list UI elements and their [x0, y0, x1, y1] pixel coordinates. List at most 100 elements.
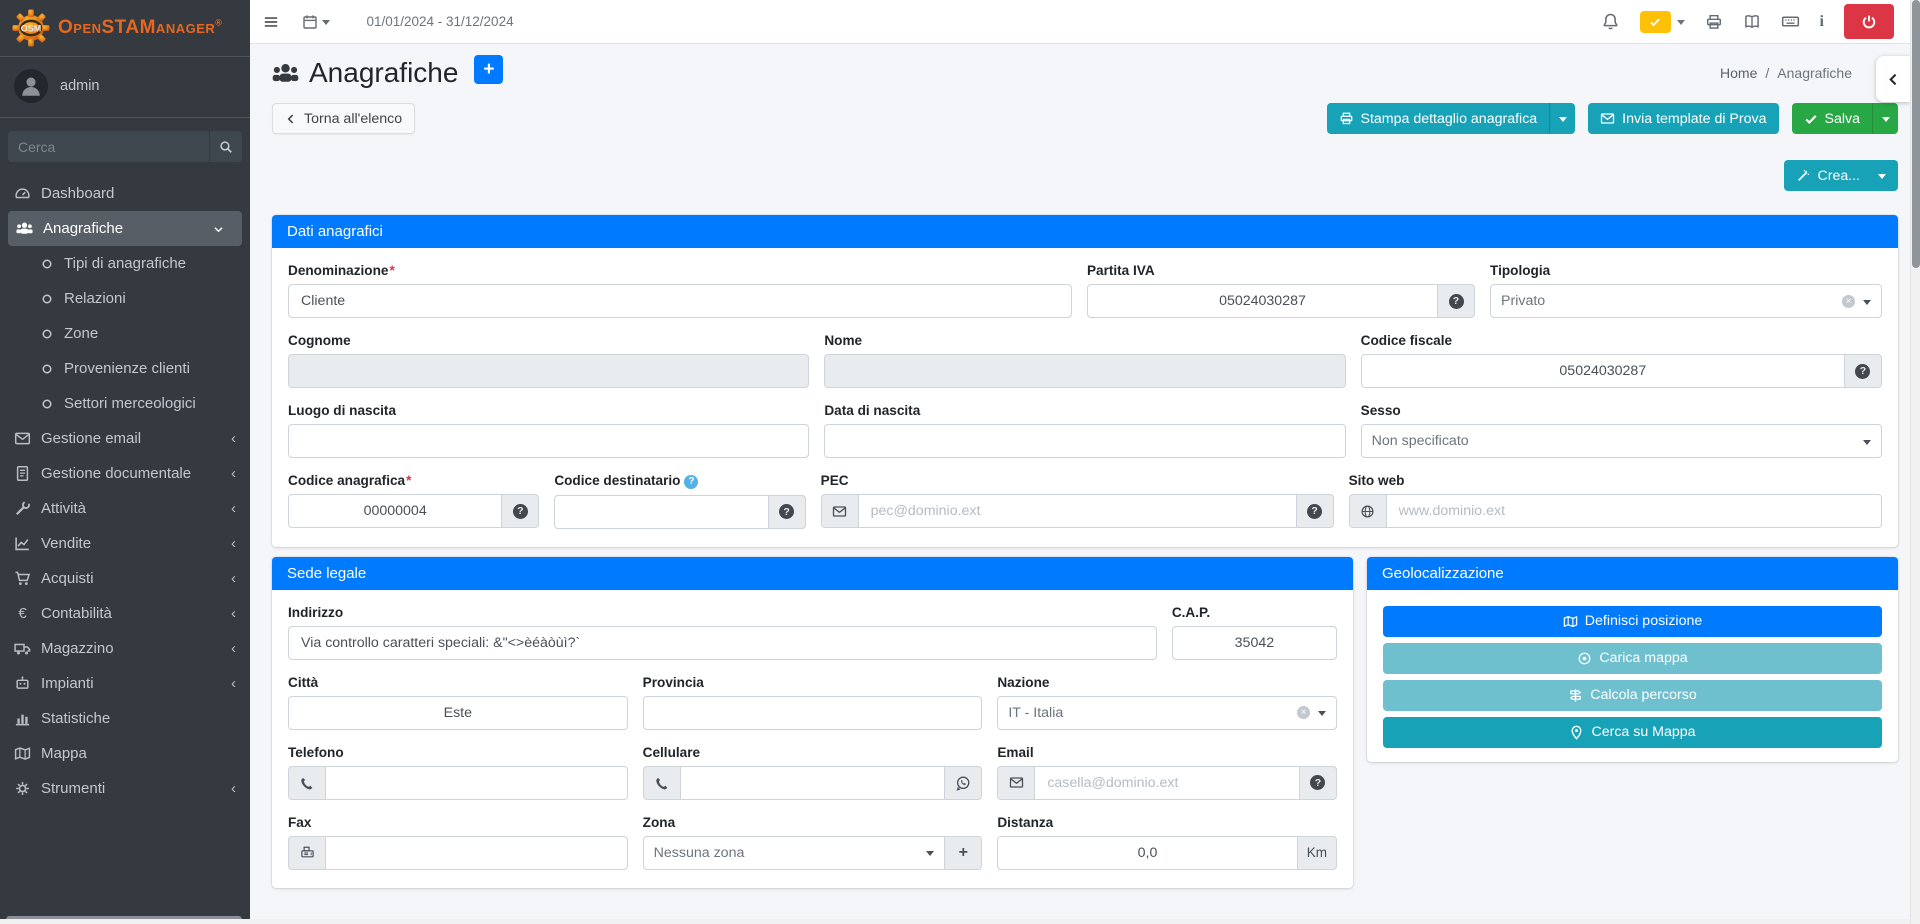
breadcrumb-home[interactable]: Home: [1720, 65, 1758, 81]
sito-web-input[interactable]: [1385, 494, 1882, 528]
partita-iva-help-button[interactable]: ?: [1438, 284, 1476, 318]
whatsapp-button[interactable]: [945, 765, 983, 800]
create-button[interactable]: Crea...: [1784, 160, 1898, 191]
cerca-su-mappa-button[interactable]: Cerca su Mappa: [1383, 716, 1882, 748]
calcola-percorso-button[interactable]: Calcola percorso: [1383, 679, 1882, 711]
definisci-posizione-button[interactable]: Definisci posizione: [1383, 605, 1882, 637]
caret-down-icon: [322, 20, 331, 29]
sidebar-item-impianti[interactable]: Impianti ‹: [0, 666, 250, 701]
vertical-scrollbar-thumb[interactable]: [1912, 0, 1920, 268]
docs-book-icon[interactable]: [1743, 13, 1761, 31]
file-icon: [14, 465, 31, 482]
distanza-input[interactable]: [997, 835, 1298, 870]
distanza-unit: Km: [1297, 835, 1337, 870]
back-to-list-button[interactable]: Torna all'elenco: [272, 103, 416, 134]
denominazione-input[interactable]: [288, 284, 1072, 318]
tooltip-question-icon[interactable]: ?: [684, 474, 699, 489]
hamburger-menu-icon[interactable]: [262, 13, 280, 31]
partita-iva-input[interactable]: [1086, 284, 1439, 318]
indirizzo-input[interactable]: [288, 625, 1157, 660]
sidebar-item-magazzino[interactable]: Magazzino ‹: [0, 631, 250, 666]
fax-icon: [288, 835, 325, 870]
user-name[interactable]: admin: [60, 78, 100, 94]
print-detail-dropdown-toggle[interactable]: [1549, 103, 1576, 134]
vertical-scrollbar-track[interactable]: [1910, 0, 1920, 924]
luogo-di-nascita-input[interactable]: [288, 424, 810, 458]
sidebar-item-anagrafiche[interactable]: Anagrafiche: [8, 211, 242, 246]
sidebar-item-gestione-email[interactable]: Gestione email ‹: [0, 421, 250, 456]
sidebar-item-relazioni[interactable]: Relazioni: [0, 281, 250, 316]
sidebar-item-provenienze-clienti[interactable]: Provenienze clienti: [0, 351, 250, 386]
nazione-select[interactable]: IT - Italia ×: [997, 695, 1337, 730]
check-badge[interactable]: [1639, 10, 1671, 33]
pec-input[interactable]: [857, 494, 1297, 528]
save-button[interactable]: Salva: [1791, 103, 1872, 134]
citta-input[interactable]: [288, 695, 628, 730]
print-icon[interactable]: [1705, 13, 1723, 31]
zona-select[interactable]: Nessuna zona: [642, 835, 946, 870]
fax-input[interactable]: [325, 835, 628, 870]
sidebar-item-strumenti[interactable]: Strumenti ‹: [0, 771, 250, 806]
truck-icon: [14, 640, 31, 657]
data-di-nascita-input[interactable]: [824, 424, 1346, 458]
codice-fiscale-input[interactable]: [1360, 354, 1845, 388]
logout-power-button[interactable]: [1844, 4, 1894, 39]
shortcuts-keyboard-icon[interactable]: [1781, 12, 1800, 31]
print-detail-button[interactable]: Stampa dettaglio anagrafica: [1326, 103, 1550, 134]
codice-anagrafica-help-button[interactable]: ?: [502, 494, 540, 528]
calendar-dropdown[interactable]: [302, 13, 331, 31]
sidebar-item-label: Dashboard: [41, 185, 115, 202]
info-icon[interactable]: i: [1819, 12, 1824, 30]
brand[interactable]: OpenSTAManager®: [0, 0, 250, 57]
notifications-bell-icon[interactable]: [1601, 12, 1620, 31]
telefono-input[interactable]: [325, 765, 628, 800]
field-cognome: Cognome: [288, 333, 810, 388]
panel-dati-anagrafici: Dati anagrafici Denominazione* Partita I…: [272, 215, 1898, 547]
search-button[interactable]: [209, 131, 242, 162]
cap-input[interactable]: [1171, 625, 1337, 660]
add-zona-button[interactable]: +: [945, 835, 983, 870]
sidebar-item-gestione-documentale[interactable]: Gestione documentale ‹: [0, 456, 250, 491]
codice-destinatario-help-button[interactable]: ?: [768, 494, 806, 529]
clear-icon[interactable]: ×: [1842, 294, 1855, 308]
sesso-select[interactable]: Non specificato: [1360, 424, 1882, 458]
horizontal-scrollbar-track[interactable]: [0, 919, 1910, 924]
sidebar-item-zone[interactable]: Zone: [0, 316, 250, 351]
codice-destinatario-input[interactable]: [554, 494, 769, 529]
sidebar-item-acquisti[interactable]: Acquisti ‹: [0, 561, 250, 596]
page-title: Anagrafiche: [309, 57, 459, 88]
sidebar-item-settori-merceologici[interactable]: Settori merceologici: [0, 386, 250, 421]
cellulare-input[interactable]: [679, 765, 946, 800]
sidebar-item-label: Acquisti: [41, 570, 94, 587]
avatar[interactable]: [14, 69, 48, 103]
whatsapp-icon: [955, 775, 971, 791]
codice-anagrafica-input[interactable]: [288, 494, 503, 528]
tasks-dropdown[interactable]: [1639, 10, 1685, 33]
sidebar-item-vendite[interactable]: Vendite ‹: [0, 526, 250, 561]
search-input[interactable]: [8, 131, 209, 162]
field-distanza: Distanza Km: [997, 815, 1337, 870]
provincia-input[interactable]: [642, 695, 983, 730]
sidebar: OpenSTAManager® admin Dashboard Anagrafi…: [0, 0, 250, 924]
date-range[interactable]: 01/01/2024 - 31/12/2024: [366, 14, 514, 29]
clear-icon[interactable]: ×: [1296, 706, 1310, 719]
send-template-button[interactable]: Invia template di Prova: [1588, 103, 1779, 134]
sidebar-item-statistiche[interactable]: Statistiche: [0, 701, 250, 736]
codice-fiscale-help-button[interactable]: ?: [1844, 354, 1882, 388]
pec-help-button[interactable]: ?: [1296, 494, 1334, 528]
email-input[interactable]: [1034, 765, 1300, 800]
check-icon: [1649, 16, 1661, 28]
control-sidebar-toggle[interactable]: [1876, 56, 1910, 102]
add-record-button[interactable]: +: [474, 54, 504, 84]
sidebar-item-contabilita[interactable]: € Contabilità ‹: [0, 596, 250, 631]
save-dropdown-toggle[interactable]: [1872, 103, 1898, 134]
sidebar-item-tipi-di-anagrafiche[interactable]: Tipi di anagrafiche: [0, 246, 250, 281]
sidebar-item-dashboard[interactable]: Dashboard: [0, 176, 250, 211]
carica-mappa-button[interactable]: Carica mappa: [1383, 642, 1882, 674]
email-help-button[interactable]: ?: [1299, 765, 1337, 800]
tipologia-select[interactable]: Privato ×: [1490, 284, 1882, 318]
sidebar-item-mappa[interactable]: Mappa: [0, 736, 250, 771]
magic-wand-icon: [1796, 169, 1810, 183]
sidebar-item-attivita[interactable]: Attività ‹: [0, 491, 250, 526]
envelope-icon: [14, 430, 31, 447]
